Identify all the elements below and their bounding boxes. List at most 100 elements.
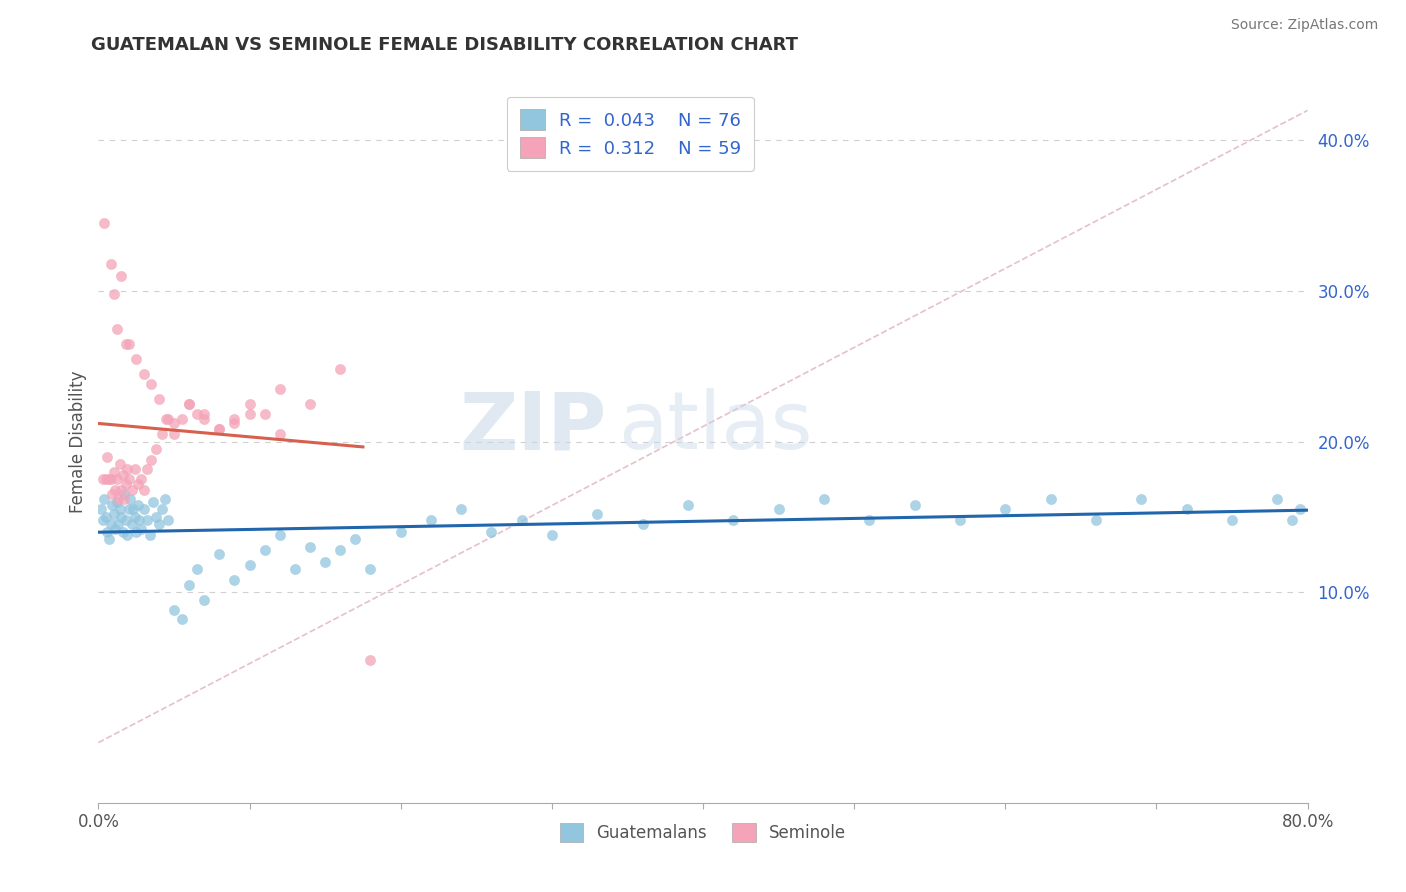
Point	[193, 408, 215, 422]
Point	[186, 408, 208, 422]
Point	[420, 513, 443, 527]
Point	[124, 461, 146, 475]
Point	[239, 408, 262, 422]
Point	[90, 502, 112, 516]
Point	[115, 528, 138, 542]
Point	[239, 397, 262, 411]
Point	[121, 517, 143, 532]
Point	[269, 528, 291, 542]
Point	[224, 412, 246, 426]
Point	[107, 491, 129, 506]
Point	[676, 498, 699, 512]
Point	[344, 533, 367, 547]
Point	[112, 491, 135, 506]
Point	[360, 562, 382, 576]
Point	[101, 498, 124, 512]
Point	[91, 513, 114, 527]
Point	[103, 507, 125, 521]
Point	[105, 321, 128, 335]
Point	[124, 509, 146, 524]
Point	[170, 612, 193, 626]
Point	[128, 513, 150, 527]
Text: ZIP: ZIP	[458, 388, 606, 467]
Point	[141, 452, 163, 467]
Point	[127, 498, 149, 512]
Point	[153, 491, 176, 506]
Point	[1130, 491, 1153, 506]
Point	[94, 509, 117, 524]
Point	[91, 472, 114, 486]
Point	[104, 522, 127, 536]
Legend: Guatemalans, Seminole: Guatemalans, Seminole	[554, 816, 852, 848]
Point	[120, 491, 142, 506]
Point	[145, 442, 167, 456]
Point	[96, 450, 118, 464]
Point	[108, 457, 131, 471]
Point	[1267, 491, 1289, 506]
Point	[100, 257, 122, 271]
Point	[122, 502, 145, 516]
Point	[586, 507, 609, 521]
Point	[481, 524, 503, 539]
Point	[118, 502, 141, 516]
Point	[540, 528, 562, 542]
Point	[156, 412, 179, 426]
Point	[768, 502, 790, 516]
Point	[125, 351, 148, 366]
Point	[193, 412, 215, 426]
Point	[132, 502, 155, 516]
Point	[148, 517, 170, 532]
Point	[155, 412, 177, 426]
Point	[253, 542, 276, 557]
Point	[329, 362, 352, 376]
Point	[111, 467, 134, 482]
Point	[118, 472, 141, 486]
Point	[98, 533, 121, 547]
Point	[179, 397, 201, 411]
Point	[148, 392, 170, 407]
Point	[269, 382, 291, 396]
Point	[389, 524, 412, 539]
Point	[105, 494, 128, 508]
Point	[150, 502, 173, 516]
Point	[114, 336, 136, 351]
Point	[1175, 502, 1198, 516]
Point	[163, 603, 186, 617]
Point	[110, 509, 132, 524]
Point	[115, 461, 138, 475]
Point	[100, 472, 122, 486]
Point	[108, 502, 131, 516]
Point	[208, 422, 231, 436]
Point	[994, 502, 1017, 516]
Point	[135, 461, 157, 475]
Point	[1085, 513, 1108, 527]
Point	[510, 513, 533, 527]
Text: Source: ZipAtlas.com: Source: ZipAtlas.com	[1230, 18, 1378, 32]
Point	[269, 427, 291, 442]
Point	[94, 472, 117, 486]
Point	[813, 491, 835, 506]
Point	[104, 483, 127, 497]
Point	[631, 517, 654, 532]
Point	[93, 216, 115, 230]
Point	[156, 513, 179, 527]
Point	[132, 367, 155, 381]
Point	[145, 509, 167, 524]
Point	[170, 412, 193, 426]
Point	[100, 517, 122, 532]
Point	[127, 476, 149, 491]
Point	[179, 397, 201, 411]
Point	[224, 417, 246, 431]
Point	[314, 555, 336, 569]
Point	[142, 494, 165, 508]
Point	[1281, 513, 1303, 527]
Point	[179, 577, 201, 591]
Point	[139, 528, 162, 542]
Point	[1039, 491, 1062, 506]
Point	[163, 427, 186, 442]
Point	[98, 472, 121, 486]
Point	[858, 513, 880, 527]
Point	[253, 408, 276, 422]
Point	[118, 336, 141, 351]
Point	[163, 417, 186, 431]
